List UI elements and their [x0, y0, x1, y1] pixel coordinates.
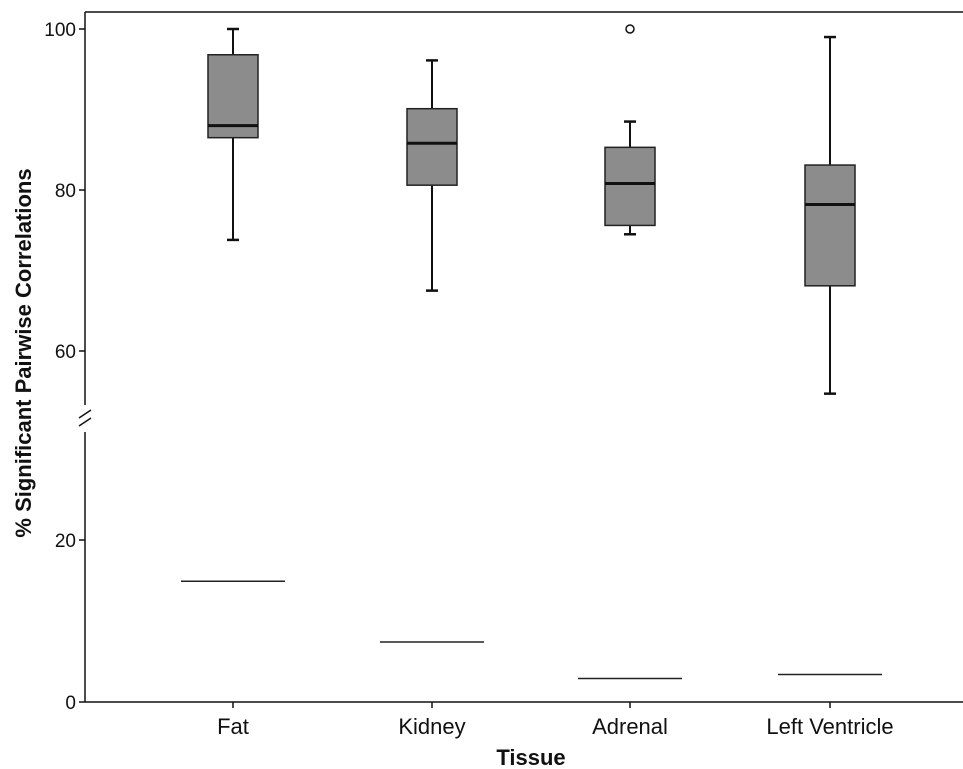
plot-area	[181, 24, 882, 680]
y-axis-title: % Significant Pairwise Correlations	[11, 168, 36, 537]
box-adrenal	[604, 24, 656, 236]
iqr-box	[406, 107, 458, 186]
x-tick-label: Kidney	[398, 714, 465, 739]
x-tick-label: Fat	[217, 714, 249, 739]
iqr-box	[804, 164, 856, 287]
x-tick-label: Adrenal	[592, 714, 668, 739]
y-tick-label: 20	[55, 531, 76, 552]
x-tick-label: Left Ventricle	[766, 714, 893, 739]
y-tick-label: 80	[55, 181, 76, 202]
y-tick-label: 0	[65, 693, 76, 714]
y-tick-label: 60	[55, 342, 76, 363]
axis-break-mark	[78, 417, 92, 427]
y-tick-label: 100	[44, 20, 76, 41]
axis-break-mark	[78, 409, 92, 419]
iqr-box	[604, 146, 656, 227]
x-axis-title: Tissue	[496, 745, 565, 769]
axes: 0 20 60 80 100 Fat Kidney Adrenal Left Ventricle	[44, 11, 963, 739]
outlier-point	[625, 24, 635, 34]
box-fat	[207, 27, 259, 242]
box-kidney	[406, 59, 458, 292]
box-left-ventricle	[804, 35, 856, 395]
iqr-box	[207, 54, 259, 139]
